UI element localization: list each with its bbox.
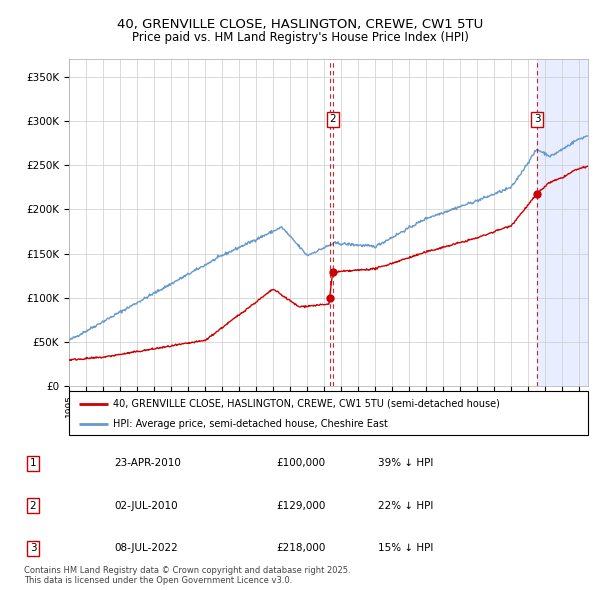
Text: Price paid vs. HM Land Registry's House Price Index (HPI): Price paid vs. HM Land Registry's House … [131,31,469,44]
Text: 3: 3 [29,543,37,553]
Text: 08-JUL-2022: 08-JUL-2022 [114,543,178,553]
Text: 40, GRENVILLE CLOSE, HASLINGTON, CREWE, CW1 5TU: 40, GRENVILLE CLOSE, HASLINGTON, CREWE, … [117,18,483,31]
Text: 23-APR-2010: 23-APR-2010 [114,458,181,468]
Text: 2: 2 [29,501,37,510]
Text: 39% ↓ HPI: 39% ↓ HPI [378,458,433,468]
Text: 15% ↓ HPI: 15% ↓ HPI [378,543,433,553]
Text: £129,000: £129,000 [276,501,325,510]
Text: 3: 3 [534,114,541,124]
Text: 40, GRENVILLE CLOSE, HASLINGTON, CREWE, CW1 5TU (semi-detached house): 40, GRENVILLE CLOSE, HASLINGTON, CREWE, … [113,399,500,408]
Text: £218,000: £218,000 [276,543,325,553]
Text: 2: 2 [329,114,336,124]
Text: 22% ↓ HPI: 22% ↓ HPI [378,501,433,510]
Text: 02-JUL-2010: 02-JUL-2010 [114,501,178,510]
Text: Contains HM Land Registry data © Crown copyright and database right 2025.
This d: Contains HM Land Registry data © Crown c… [24,566,350,585]
Text: 1: 1 [29,458,37,468]
Text: HPI: Average price, semi-detached house, Cheshire East: HPI: Average price, semi-detached house,… [113,419,388,430]
FancyBboxPatch shape [69,391,588,435]
Bar [537,59,588,386]
Text: £100,000: £100,000 [276,458,325,468]
